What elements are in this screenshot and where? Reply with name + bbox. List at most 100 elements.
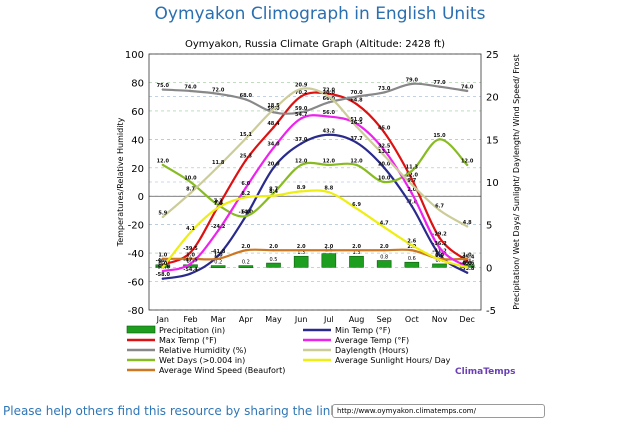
wet-days-0-004-in-data-label: 10.0 <box>378 176 391 182</box>
relative-humidity-point <box>327 101 331 104</box>
max-temp-f-data-label: 70.2 <box>295 90 308 96</box>
climate-chart-panel: Oymyakon, Russia Climate Graph (Altitude… <box>113 33 533 388</box>
y-tick-label-left: -80 <box>128 306 144 317</box>
average-wind-speed-beaufort-data-label: 1.0 <box>186 252 195 258</box>
precipitation-data-label: 0.8 <box>380 255 388 261</box>
average-wind-speed-beaufort-point <box>216 257 220 260</box>
min-temp-f-point <box>299 142 303 145</box>
daylength-hours-data-label: 15.1 <box>240 132 253 138</box>
relative-humidity-data-label: 59.0 <box>295 106 308 112</box>
x-tick-label: Feb <box>183 315 197 324</box>
daylength-hours-point <box>244 137 248 140</box>
legend-label-min-temp-f: Min Temp (°F) <box>335 326 390 335</box>
average-wind-speed-beaufort-data-label: 2.0 <box>407 244 416 250</box>
average-temp-f-data-label: -24.2 <box>211 224 226 230</box>
brand-logo: ClimaTemps <box>455 367 516 377</box>
min-temp-f-line <box>162 133 468 280</box>
legend-label-wet-days-0-004-in: Wet Days (>0.004 in) <box>159 356 245 365</box>
min-temp-f-data-label: 20.0 <box>267 161 280 167</box>
average-wind-speed-beaufort-data-label: 2.0 <box>380 244 389 250</box>
y-tick-label-right: 20 <box>486 93 499 104</box>
average-wind-speed-beaufort-data-label: 1.0 <box>214 252 223 258</box>
average-sunlight-hours-day-data-label: 4.1 <box>186 226 195 232</box>
average-wind-speed-beaufort-data-label: 1.0 <box>435 252 444 258</box>
min-temp-f-point <box>327 133 331 136</box>
max-temp-f-data-label: 45.0 <box>378 126 391 132</box>
wet-days-0-004-in-point <box>465 163 469 167</box>
daylength-hours-data-label: 13.1 <box>378 149 391 155</box>
average-temp-f-point <box>189 262 192 265</box>
average-temp-f-data-label: 56.0 <box>323 110 336 116</box>
share-prompt: Please help others find this resource by… <box>3 404 342 418</box>
max-temp-f-data-label: -7.1 <box>213 200 224 206</box>
legend-label-average-wind-speed-beaufort: Average Wind Speed (Beaufort) <box>159 366 285 375</box>
min-temp-f-data-label: -53.8 <box>460 266 475 272</box>
max-temp-f-point <box>355 102 358 106</box>
y-tick-label-left: 40 <box>131 135 144 146</box>
precipitation-bar <box>432 263 447 268</box>
relative-humidity-point <box>438 85 441 88</box>
legend-label-precipitation-in: Precipitation (in) <box>159 326 225 335</box>
relative-humidity-data-label: 72.0 <box>212 87 225 93</box>
daylength-hours-point <box>465 225 469 228</box>
legend-swatch-precipitation-in <box>126 325 156 334</box>
average-temp-f-data-label: 54.7 <box>295 112 308 118</box>
precipitation-bar <box>238 265 254 268</box>
average-wind-speed-beaufort-point <box>189 257 192 260</box>
average-temp-f-data-label: -47.5 <box>183 257 198 263</box>
daylength-hours-data-label: 8.7 <box>186 187 195 193</box>
average-wind-speed-beaufort-point <box>299 249 303 252</box>
relative-humidity-data-label: 70.0 <box>350 90 363 96</box>
wet-days-0-004-in-data-label: 12.0 <box>323 158 336 164</box>
relative-humidity-point <box>244 98 248 101</box>
average-temp-f-data-label: -36.2 <box>432 241 447 247</box>
average-sunlight-hours-day-data-label: 0.0 <box>463 261 472 267</box>
max-temp-f-point <box>438 236 441 239</box>
daylength-hours-data-label: 20.0 <box>323 90 336 96</box>
average-temp-f-data-label: 51.0 <box>350 117 363 123</box>
x-tick-label: Jul <box>323 315 334 324</box>
min-temp-f-point <box>161 277 165 280</box>
y-axis-label-left: Temperatures/Relative Humidity <box>116 117 125 247</box>
relative-humidity-data-label: 68.0 <box>240 93 253 99</box>
x-tick-label: Oct <box>405 315 419 324</box>
min-temp-f-point <box>355 141 358 144</box>
average-sunlight-hours-day-data-label: 4.7 <box>380 221 389 227</box>
precipitation-data-label: 0.3 <box>187 259 195 265</box>
precipitation-data-label: 0.2 <box>214 260 222 266</box>
precipitation-data-label: 0.2 <box>242 260 250 266</box>
precipitation-bar <box>376 260 392 268</box>
average-wind-speed-beaufort-data-label: 2.0 <box>352 244 361 250</box>
min-temp-f-data-label: 43.2 <box>323 128 336 134</box>
min-temp-f-data-label: -14.0 <box>239 210 254 216</box>
y-tick-label-left: 100 <box>125 50 144 61</box>
y-tick-label-left: -20 <box>128 221 144 232</box>
relative-humidity-point <box>410 82 414 86</box>
precipitation-data-label: 1.3 <box>353 250 361 256</box>
share-link-field[interactable]: http://www.oymyakon.climatemps.com/ <box>332 404 545 418</box>
x-tick-label: Mar <box>211 315 227 324</box>
average-wind-speed-beaufort-point <box>355 249 358 252</box>
relative-humidity-line <box>162 82 468 115</box>
daylength-hours-data-label: 18.5 <box>267 103 280 109</box>
daylength-hours-point <box>438 208 441 212</box>
average-temp-f-data-label: 32.5 <box>378 144 391 150</box>
precipitation-data-label: 0.5 <box>270 257 278 263</box>
y-tick-label-right: 0 <box>486 263 492 274</box>
y-tick-label-left: -60 <box>128 278 144 289</box>
average-sunlight-hours-day-point <box>244 196 248 199</box>
precipitation-bar <box>293 255 309 268</box>
wet-days-0-004-in-point <box>410 169 414 173</box>
average-wind-speed-beaufort-data-label: 1.0 <box>463 252 472 258</box>
y-tick-label-right: 15 <box>486 135 499 146</box>
page-title: Oymyakon Climograph in English Units <box>154 4 486 24</box>
average-sunlight-hours-day-data-label: 6.9 <box>352 202 361 208</box>
average-wind-speed-beaufort-point <box>272 249 275 252</box>
average-sunlight-hours-day-point <box>161 266 165 269</box>
daylength-hours-data-label: 9.7 <box>407 178 416 184</box>
x-tick-label: Dec <box>459 315 474 324</box>
wet-days-0-004-in-data-label: 12.0 <box>350 158 363 164</box>
x-tick-label: Sep <box>377 315 392 324</box>
precipitation-data-label: 0.3 <box>159 259 167 265</box>
average-wind-speed-beaufort-data-label: 2.0 <box>241 244 250 250</box>
